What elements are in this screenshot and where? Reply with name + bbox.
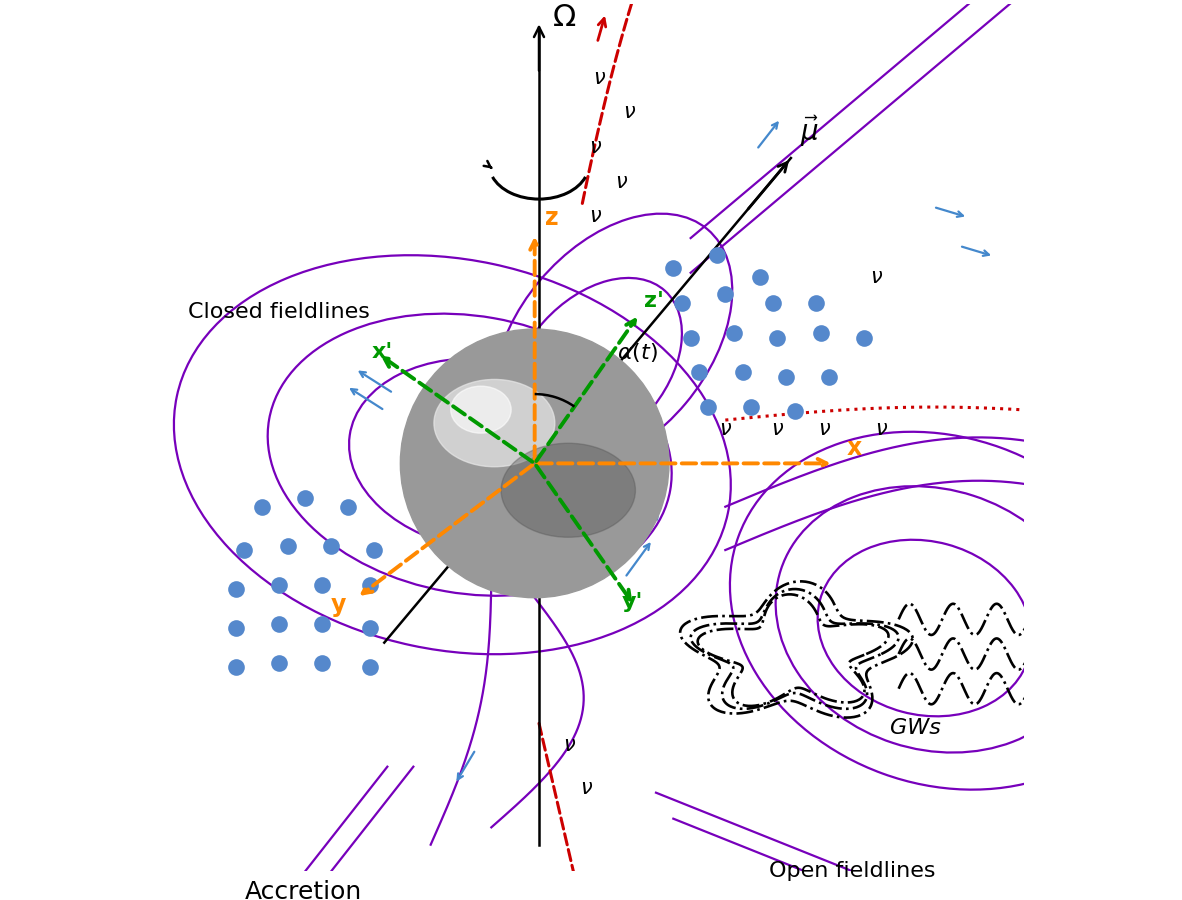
Text: $\Omega$: $\Omega$ [552,3,576,32]
Ellipse shape [450,386,511,433]
Text: $\nu$: $\nu$ [771,418,784,438]
Text: Accretion: Accretion [245,880,362,900]
Text: $\nu$: $\nu$ [870,267,883,287]
Ellipse shape [434,380,554,467]
Text: GWs: GWs [890,717,941,738]
Text: $\nu$: $\nu$ [719,418,732,438]
Text: $\nu$: $\nu$ [623,103,637,122]
Text: x: x [846,436,862,460]
Text: $\nu$: $\nu$ [589,206,602,227]
Text: $\alpha(t)$: $\alpha(t)$ [617,341,658,364]
Ellipse shape [501,443,636,537]
Text: $\nu$: $\nu$ [563,735,576,755]
Text: y: y [331,593,346,617]
Text: $\nu$: $\nu$ [589,137,602,157]
Text: $\nu$: $\nu$ [593,68,606,88]
Text: y': y' [622,592,643,612]
Text: $\vec{\mu}$: $\vec{\mu}$ [799,114,819,149]
Text: $\nu$: $\nu$ [580,778,593,798]
Text: Open fieldlines: Open fieldlines [768,860,935,881]
Text: z: z [545,206,559,230]
Text: Closed fieldlines: Closed fieldlines [188,302,370,321]
Circle shape [401,329,669,598]
Text: $\nu$: $\nu$ [875,418,888,438]
Text: $\nu$: $\nu$ [818,418,832,438]
Text: $\nu$: $\nu$ [615,172,628,192]
Text: z': z' [644,292,664,311]
Text: x': x' [371,342,392,362]
